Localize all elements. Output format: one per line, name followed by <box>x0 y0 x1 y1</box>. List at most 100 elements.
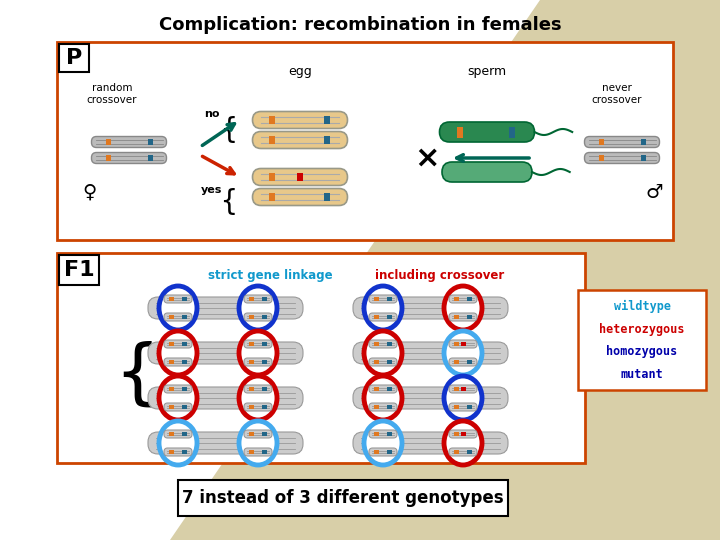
Text: {: { <box>220 188 237 216</box>
Ellipse shape <box>364 286 402 330</box>
Bar <box>467 315 472 319</box>
FancyBboxPatch shape <box>244 448 272 456</box>
Bar <box>261 431 266 436</box>
Bar <box>323 193 330 201</box>
Ellipse shape <box>159 421 197 465</box>
FancyBboxPatch shape <box>439 122 534 142</box>
Bar <box>454 342 459 346</box>
Bar <box>148 139 153 145</box>
FancyBboxPatch shape <box>449 403 477 411</box>
Ellipse shape <box>239 286 277 330</box>
Bar <box>59 255 99 285</box>
FancyBboxPatch shape <box>449 385 477 393</box>
Bar <box>106 139 110 145</box>
Bar <box>387 431 392 436</box>
FancyBboxPatch shape <box>369 358 397 366</box>
FancyBboxPatch shape <box>369 448 397 456</box>
Bar <box>454 450 459 454</box>
Bar <box>454 296 459 301</box>
Text: Complication: recombination in females: Complication: recombination in females <box>158 16 562 34</box>
Text: F1: F1 <box>63 260 94 280</box>
Bar <box>387 296 392 301</box>
Bar <box>261 315 266 319</box>
Ellipse shape <box>444 286 482 330</box>
FancyBboxPatch shape <box>369 313 397 321</box>
Bar <box>374 315 379 319</box>
Bar <box>454 431 459 436</box>
Bar <box>249 387 254 392</box>
Bar <box>454 387 459 392</box>
FancyBboxPatch shape <box>164 448 192 456</box>
FancyBboxPatch shape <box>244 295 272 303</box>
FancyBboxPatch shape <box>442 162 532 182</box>
Bar <box>323 136 330 144</box>
Bar <box>261 404 266 409</box>
FancyBboxPatch shape <box>253 188 348 206</box>
FancyBboxPatch shape <box>148 387 303 409</box>
Ellipse shape <box>444 331 482 375</box>
FancyBboxPatch shape <box>148 297 303 319</box>
Text: {: { <box>115 341 158 410</box>
Bar <box>454 315 459 319</box>
Ellipse shape <box>444 421 482 465</box>
Text: 7 instead of 3 different genotypes: 7 instead of 3 different genotypes <box>182 489 504 507</box>
FancyBboxPatch shape <box>164 358 192 366</box>
Bar <box>249 315 254 319</box>
Bar <box>374 404 379 409</box>
FancyBboxPatch shape <box>91 137 166 147</box>
Bar <box>454 404 459 409</box>
Bar <box>249 404 254 409</box>
Bar <box>467 450 472 454</box>
Ellipse shape <box>444 376 482 420</box>
Bar <box>261 450 266 454</box>
Bar <box>457 126 464 138</box>
Text: including crossover: including crossover <box>375 268 505 281</box>
Bar <box>374 360 379 365</box>
FancyBboxPatch shape <box>244 313 272 321</box>
FancyBboxPatch shape <box>449 448 477 456</box>
FancyBboxPatch shape <box>244 403 272 411</box>
Bar <box>374 431 379 436</box>
Bar <box>59 44 89 72</box>
Bar <box>181 450 186 454</box>
Bar <box>261 387 266 392</box>
FancyBboxPatch shape <box>91 152 166 164</box>
Bar <box>269 136 274 144</box>
Bar <box>387 387 392 392</box>
Text: mutant: mutant <box>621 368 663 381</box>
Bar <box>374 387 379 392</box>
Bar <box>169 431 174 436</box>
FancyBboxPatch shape <box>244 385 272 393</box>
Bar <box>169 315 174 319</box>
Bar <box>323 116 330 124</box>
Bar <box>106 154 110 161</box>
Bar <box>374 342 379 346</box>
FancyBboxPatch shape <box>369 385 397 393</box>
Bar <box>169 296 174 301</box>
Bar <box>387 342 392 346</box>
Text: sperm: sperm <box>467 65 507 78</box>
FancyBboxPatch shape <box>369 430 397 438</box>
FancyBboxPatch shape <box>353 342 508 364</box>
Bar <box>249 360 254 365</box>
Bar <box>57 253 585 463</box>
Bar <box>249 296 254 301</box>
Bar <box>467 404 472 409</box>
Text: strict gene linkage: strict gene linkage <box>207 268 333 281</box>
Bar <box>181 431 186 436</box>
FancyBboxPatch shape <box>585 152 660 164</box>
Text: egg: egg <box>288 65 312 78</box>
FancyBboxPatch shape <box>164 430 192 438</box>
Bar <box>467 296 472 301</box>
FancyBboxPatch shape <box>164 313 192 321</box>
FancyBboxPatch shape <box>164 340 192 348</box>
Ellipse shape <box>239 421 277 465</box>
FancyBboxPatch shape <box>244 340 272 348</box>
Bar <box>261 342 266 346</box>
Ellipse shape <box>239 331 277 375</box>
Text: wildtype: wildtype <box>613 300 670 313</box>
Bar <box>598 139 603 145</box>
Bar <box>297 173 303 181</box>
Text: random
crossover: random crossover <box>86 83 138 105</box>
FancyBboxPatch shape <box>449 295 477 303</box>
